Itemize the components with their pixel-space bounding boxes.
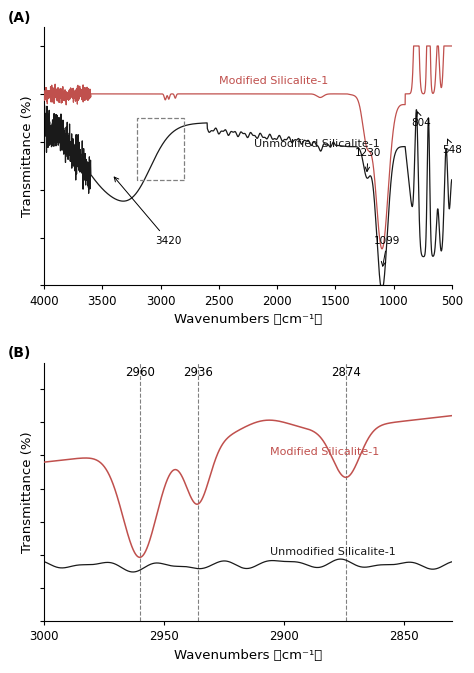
- Text: 2960: 2960: [125, 366, 155, 379]
- Text: 804: 804: [411, 112, 431, 129]
- Text: 448: 448: [0, 672, 1, 673]
- Y-axis label: Transmittance (%): Transmittance (%): [21, 431, 35, 553]
- Text: (A): (A): [8, 11, 31, 25]
- Text: 548: 548: [442, 139, 462, 155]
- Text: Modified Silicalite-1: Modified Silicalite-1: [219, 76, 328, 86]
- Text: 1099: 1099: [374, 236, 401, 266]
- Y-axis label: Transmittance (%): Transmittance (%): [21, 96, 35, 217]
- Text: Modified Silicalite-1: Modified Silicalite-1: [270, 448, 379, 458]
- Bar: [137, 118, 184, 180]
- Text: 2936: 2936: [182, 366, 212, 379]
- Text: (B): (B): [8, 347, 31, 361]
- Text: Unmodified Silicalite-1: Unmodified Silicalite-1: [270, 547, 395, 557]
- Text: Unmodified Silicalite-1: Unmodified Silicalite-1: [254, 139, 380, 149]
- Text: 2874: 2874: [331, 366, 361, 379]
- Text: 3420: 3420: [114, 177, 181, 246]
- X-axis label: Wavenumbers （cm⁻¹）: Wavenumbers （cm⁻¹）: [174, 649, 322, 662]
- X-axis label: Wavenumbers （cm⁻¹）: Wavenumbers （cm⁻¹）: [174, 313, 322, 326]
- Text: 1230: 1230: [355, 148, 382, 172]
